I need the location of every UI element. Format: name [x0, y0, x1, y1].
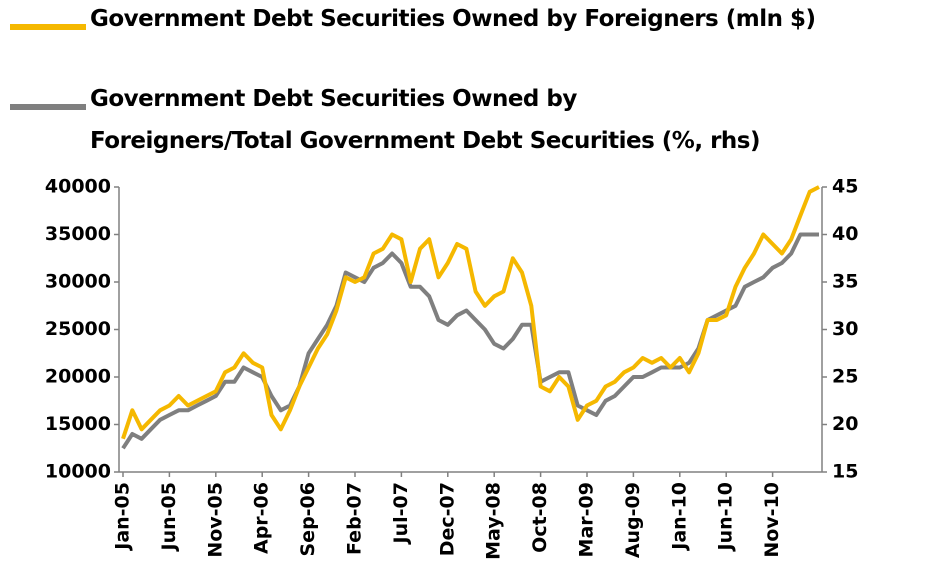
y2-tick-label: 30 [832, 318, 858, 340]
legend-label: Government Debt Securities Owned by Fore… [90, 86, 761, 154]
x-tick-label: Jan-10 [668, 482, 690, 552]
x-tick-label: Oct-08 [529, 482, 551, 553]
y2-tick-label: 25 [832, 366, 858, 388]
series-line [121, 185, 820, 440]
x-tick-label: Sep-06 [297, 482, 319, 557]
x-tick-label: May-08 [483, 482, 505, 560]
y-tick-label: 15000 [45, 413, 111, 435]
x-tick-label: Jun-05 [158, 482, 180, 552]
x-tick-label: Jun-10 [715, 482, 737, 552]
x-tick-label: Dec-07 [436, 482, 458, 556]
x-tick-label: Jul-07 [390, 482, 412, 545]
y2-tick-label: 40 [832, 223, 858, 245]
y-tick-label: 40000 [45, 176, 111, 198]
x-tick-label: Nov-10 [761, 482, 783, 558]
y-tick-label: 10000 [45, 461, 111, 483]
y2-tick-label: 15 [832, 461, 858, 483]
y2-tick-label: 20 [832, 413, 858, 435]
y-tick-label: 25000 [45, 318, 111, 340]
x-tick-label: Mar-09 [576, 482, 598, 557]
x-tick-label: Apr-06 [251, 482, 273, 554]
legend-swatch [10, 104, 86, 110]
y-tick-label: 30000 [45, 271, 111, 293]
legend-entry: Government Debt Securities Owned by Fore… [10, 6, 930, 40]
x-tick-label: Nov-05 [204, 482, 226, 558]
x-tick-label: Jan-05 [112, 482, 134, 552]
y-tick-label: 20000 [45, 366, 111, 388]
x-tick-label: Feb-07 [344, 482, 366, 555]
y2-tick-label: 45 [832, 176, 858, 198]
y-tick-label: 35000 [45, 223, 111, 245]
legend-swatch [10, 24, 86, 30]
legend-label: Government Debt Securities Owned by Fore… [90, 6, 816, 32]
legend-entry: Government Debt Securities Owned by Fore… [10, 86, 770, 162]
x-tick-label: Aug-09 [622, 482, 644, 558]
y2-tick-label: 35 [832, 271, 858, 293]
